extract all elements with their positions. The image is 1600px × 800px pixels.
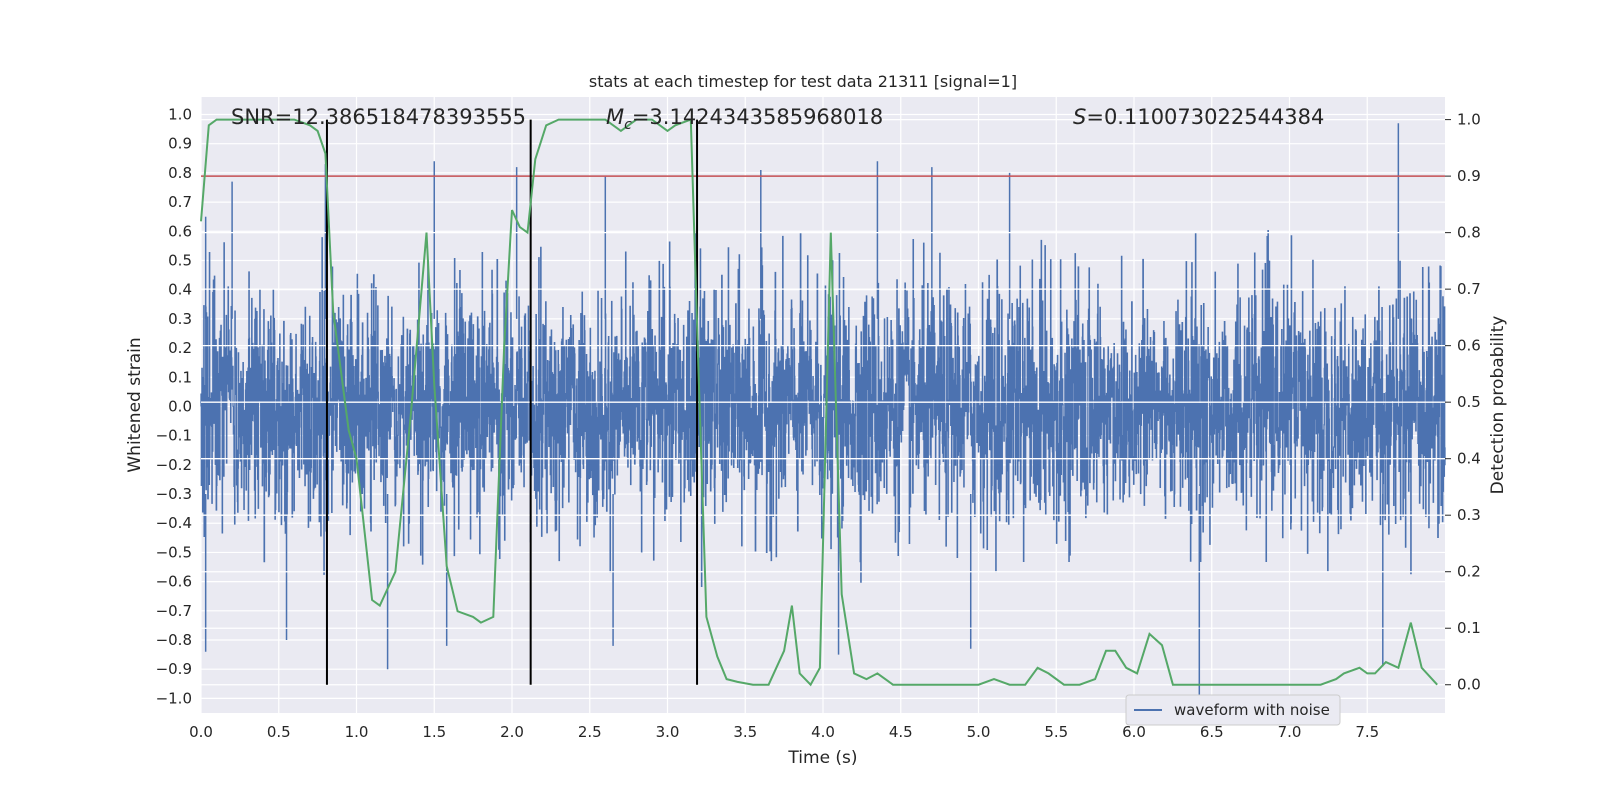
x-tick-label: 4.0 [811,723,835,741]
y-left-tick-label: 0.8 [168,164,192,182]
y-left-tick-label: −0.1 [156,427,192,445]
x-tick-label: 4.5 [889,723,913,741]
chirp-mass-annotation: Mc=3.1424343585968018 [606,105,883,133]
y-right-tick-label: 0.3 [1457,506,1481,524]
right-axis-label: Detection probability [1488,316,1508,495]
right-axis-ticks: 1.0 0.9 0.8 0.7 0.6 0.5 0.4 0.3 0.2 0.1 0.0 [1445,111,1481,694]
y-left-tick-label: 0.0 [168,397,192,415]
chirp-mass-symbol: M [606,105,624,129]
x-axis-ticks: 0.0 0.5 1.0 1.5 2.0 2.5 3.0 3.5 4.0 4.5 5.0 5.5 6.0 6… [189,723,1379,741]
legend-box [1125,694,1341,726]
y-left-tick-label: 0.2 [168,339,192,357]
x-tick-label: 5.5 [1044,723,1068,741]
y-left-tick-label: −0.2 [156,456,192,474]
x-tick-label: 1.5 [422,723,446,741]
y-left-tick-label: −1.0 [156,689,192,707]
vertical-markers [325,119,699,685]
y-left-tick-label: 0.1 [168,368,192,386]
y-right-tick-label: 0.1 [1457,619,1481,637]
left-axis-label: Whitened strain [125,337,145,472]
y-left-tick-label: 0.4 [168,281,192,299]
y-left-tick-label: −0.3 [156,485,192,503]
x-tick-label: 0.0 [189,723,213,741]
y-left-tick-label: 0.9 [168,135,192,153]
y-right-tick-label: 0.2 [1457,563,1481,581]
x-tick-label: 2.5 [578,723,602,741]
s-annotation: S=0.110073022544384 [1073,105,1324,129]
x-tick-label: 5.0 [967,723,991,741]
x-tick-label: 6.5 [1200,723,1224,741]
waveform-line [200,229,1446,587]
y-left-tick-label: 0.3 [168,310,192,328]
legend-label: waveform with noise [1174,701,1330,719]
x-tick-label: 3.5 [733,723,757,741]
detection-probability-line [200,118,1438,687]
y-left-tick-label: 0.7 [168,193,192,211]
x-axis-label: Time (s) [787,748,857,768]
x-tick-label: 2.0 [500,723,524,741]
y-right-tick-label: 0.0 [1457,676,1481,694]
x-tick-label: 1.0 [345,723,369,741]
chart-title: stats at each timestep for test data 213… [589,72,1017,91]
x-tick-label: 0.5 [267,723,291,741]
chirp-mass-value: =3.1424343585968018 [632,105,883,129]
left-axis-ticks: 1.0 0.9 0.8 0.7 0.6 0.5 0.4 0.3 0.2 0.1 0.0 −0.1 −0.… [156,106,192,708]
y-left-tick-label: −0.4 [156,514,192,532]
legend: waveform with noise [1125,694,1341,726]
y-left-tick-label: −0.9 [156,660,192,678]
y-right-tick-label: 0.6 [1457,337,1481,355]
y-right-tick-label: 1.0 [1457,111,1481,129]
chirp-mass-subscript: c [624,117,632,133]
y-left-tick-label: −0.7 [156,602,192,620]
y-left-tick-label: −0.6 [156,573,192,591]
s-symbol: S [1073,105,1086,129]
y-right-tick-label: 0.7 [1457,280,1481,298]
y-left-tick-label: 1.0 [168,106,192,124]
y-left-tick-label: −0.5 [156,543,192,561]
y-right-tick-label: 0.9 [1457,167,1481,185]
x-tick-label: 7.5 [1355,723,1379,741]
y-left-tick-label: 0.5 [168,251,192,269]
detection-probability-series [200,118,1438,687]
x-tick-label: 3.0 [656,723,680,741]
snr-annotation: SNR=12.386518478393555 [231,105,526,129]
x-tick-label: 7.0 [1278,723,1302,741]
s-value: =0.110073022544384 [1086,105,1324,129]
y-left-tick-label: 0.6 [168,222,192,240]
y-right-tick-label: 0.8 [1457,224,1481,242]
y-right-tick-label: 0.4 [1457,450,1481,468]
y-left-tick-label: −0.8 [156,631,192,649]
x-tick-label: 6.0 [1122,723,1146,741]
y-right-tick-label: 0.5 [1457,393,1481,411]
